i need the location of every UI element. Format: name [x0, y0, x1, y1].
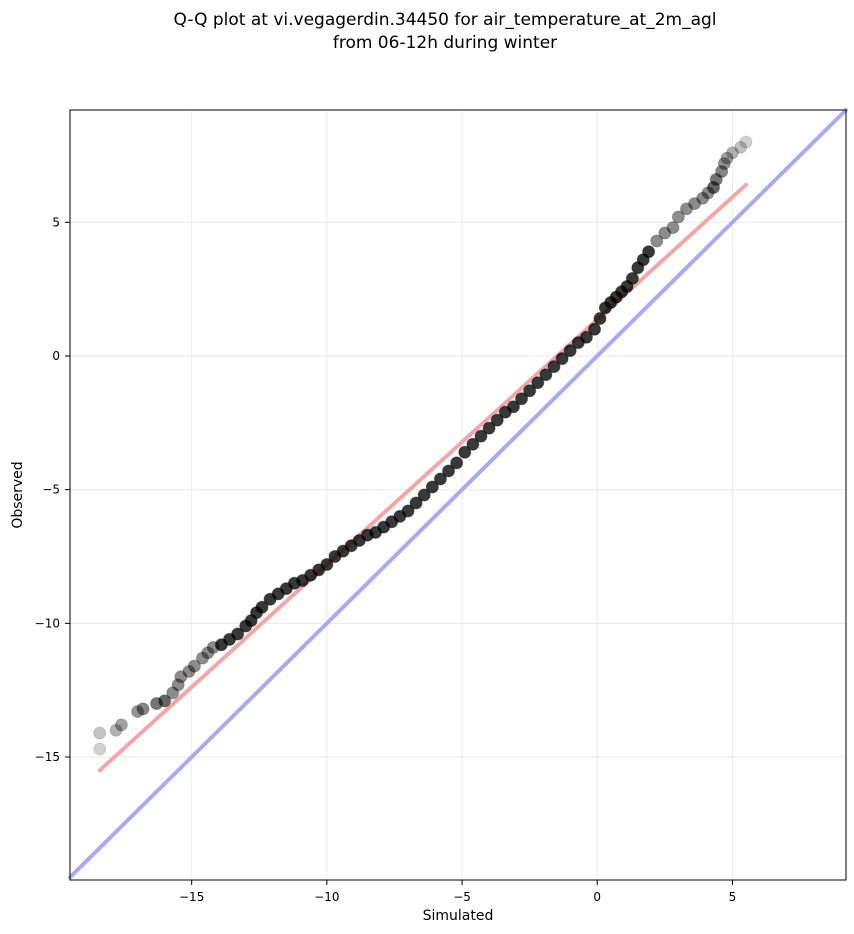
qq-point [506, 400, 520, 414]
qq-point [187, 659, 201, 673]
qq-point [458, 445, 472, 459]
qq-point [739, 135, 753, 149]
qq-point [174, 670, 188, 684]
qq-point [734, 140, 748, 154]
qq-point [450, 456, 464, 470]
qq-point [593, 312, 607, 326]
qq-point [709, 173, 723, 187]
qq-point [255, 600, 269, 614]
qq-point [166, 686, 180, 700]
qq-point [201, 646, 215, 660]
qq-point [671, 210, 685, 224]
qq-point [136, 702, 150, 716]
qq-point [442, 464, 456, 478]
qq-point [650, 234, 664, 248]
qq-point [490, 413, 504, 427]
qq-point [320, 558, 334, 572]
x-tick-label: −10 [314, 890, 339, 904]
qq-point [588, 322, 602, 336]
identity-line [68, 108, 848, 880]
qq-point [433, 472, 447, 486]
grid-layer [70, 110, 846, 880]
chart-subtitle: from 06-12h during winter [333, 33, 557, 53]
x-axis-label: Simulated [423, 908, 494, 924]
qq-point [658, 226, 672, 240]
qq-point [725, 146, 739, 160]
x-tick-label: −5 [453, 890, 471, 904]
qq-point [158, 694, 172, 708]
qq-point [715, 164, 729, 178]
qq-point [625, 271, 639, 285]
qq-point [563, 344, 577, 358]
qq-point [171, 678, 185, 692]
qq-point [679, 202, 693, 216]
fit-line [97, 182, 748, 773]
y-tick-label: −15 [35, 750, 60, 764]
chart-title: Q-Q plot at vi.vegagerdin.34450 for air_… [173, 10, 716, 30]
line-layer [68, 108, 848, 880]
y-tick-label: 5 [52, 215, 60, 229]
qq-point [555, 352, 569, 366]
qq-point [114, 718, 128, 732]
x-tick-label: −15 [179, 890, 204, 904]
qq-point [482, 421, 496, 435]
y-tick-label: −10 [35, 616, 60, 630]
qq-point [642, 245, 656, 259]
chart-title-group: Q-Q plot at vi.vegagerdin.34450 for air_… [173, 10, 716, 53]
qq-point [531, 376, 545, 390]
x-tick-label: 0 [593, 890, 601, 904]
qq-point [182, 664, 196, 678]
qq-point [109, 723, 123, 737]
point-layer [93, 135, 753, 756]
qq-point [474, 429, 488, 443]
y-axis-label: Observed [10, 461, 26, 528]
x-tick-label: 5 [729, 890, 737, 904]
qq-point [515, 392, 529, 406]
qq-point [409, 496, 423, 510]
qq-point [417, 488, 431, 502]
y-tick-label: −5 [42, 483, 60, 497]
qq-point [131, 705, 145, 719]
qq-point [547, 360, 561, 374]
qq-point [717, 156, 731, 170]
qq-point [579, 330, 593, 344]
qq-point [539, 368, 553, 382]
qq-point [231, 627, 245, 641]
qq-point [93, 726, 107, 740]
y-tick-label: 0 [52, 349, 60, 363]
qq-point [523, 384, 537, 398]
plot-frame [69, 109, 847, 881]
qq-point [466, 437, 480, 451]
qq-point [696, 191, 710, 205]
qq-point [688, 197, 702, 211]
qq-point [425, 480, 439, 494]
qq-point [720, 151, 734, 165]
qq-point [401, 504, 415, 518]
qq-point [666, 221, 680, 235]
qq-point [93, 742, 107, 756]
tick-layer: −15 −10 −5 0 5 −15 −10 −5 0 5 [35, 215, 737, 904]
qq-point [195, 651, 209, 665]
